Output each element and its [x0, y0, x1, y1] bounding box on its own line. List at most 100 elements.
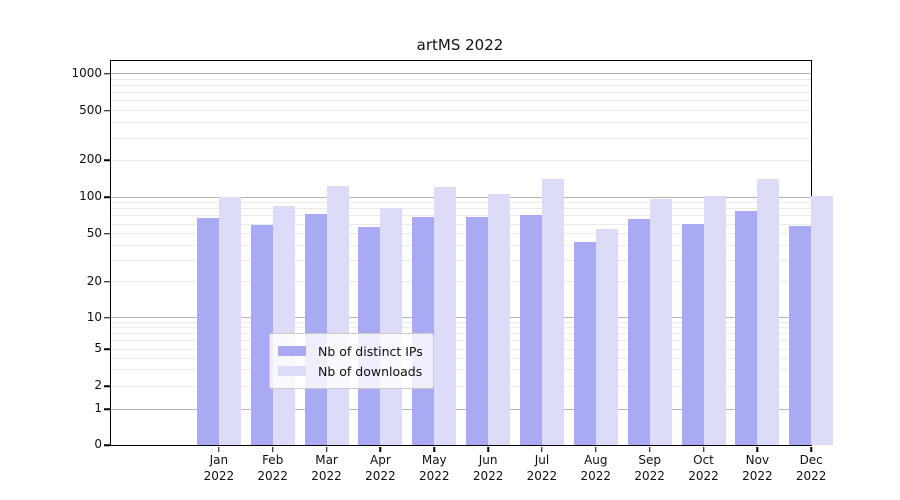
x-tick-label: Jan 2022: [203, 453, 235, 483]
bar-distinct-ips: [573, 241, 596, 445]
gridline-minor: [111, 122, 811, 124]
bar-distinct-ips: [627, 219, 650, 445]
x-tick-label: Jun 2022: [472, 453, 504, 483]
gridline-major: [111, 196, 811, 198]
gridline-minor: [111, 369, 811, 371]
x-tick-label: Dec 2022: [795, 453, 827, 483]
x-tick-mark: [325, 446, 328, 452]
x-tick-mark: [379, 446, 382, 452]
y-tick-label: 100: [79, 189, 102, 203]
y-tick-mark: [103, 444, 110, 446]
x-tick-label: Oct 2022: [688, 453, 719, 483]
x-tick-mark: [487, 446, 489, 452]
gridline-minor: [111, 348, 811, 350]
x-tick-label: May 2022: [418, 453, 450, 483]
x-tick-mark: [541, 446, 543, 452]
x-tick-mark: [756, 446, 759, 452]
bar-downloads: [380, 207, 403, 445]
gridline-minor: [111, 92, 811, 94]
gridline-minor: [111, 333, 811, 335]
y-tick-label: 50: [86, 225, 102, 240]
x-tick-label: Apr 2022: [365, 453, 396, 483]
y-tick-label: 5: [94, 341, 102, 356]
bar-downloads: [649, 199, 672, 445]
y-tick-mark: [103, 316, 110, 319]
gridline-minor: [111, 202, 811, 204]
bar-distinct-ips: [735, 210, 758, 445]
bar-distinct-ips: [519, 215, 542, 445]
y-tick-mark: [103, 159, 110, 161]
gridline-minor: [111, 357, 811, 359]
y-tick-label: 10: [86, 309, 102, 324]
x-tick-mark: [271, 446, 274, 452]
y-tick-label: 500: [79, 102, 102, 117]
legend: Nb of distinct IPs Nb of downloads: [269, 333, 434, 389]
gridline-minor: [111, 322, 811, 323]
gridline-major: [111, 73, 811, 75]
gridline-minor: [111, 215, 811, 217]
y-tick-label: 0: [94, 437, 102, 451]
y-tick-label: 2: [94, 378, 102, 392]
bar-distinct-ips: [304, 214, 327, 445]
bar-distinct-ips: [196, 218, 219, 445]
gridline-minor: [111, 223, 811, 225]
gridline-major: [111, 317, 811, 319]
gridline-minor: [111, 208, 811, 210]
gridline-minor: [111, 260, 811, 261]
gridline-minor: [111, 244, 811, 246]
x-tick-mark: [702, 446, 705, 452]
legend-item-downloads: Nb of downloads: [278, 361, 425, 381]
bar-downloads: [326, 185, 349, 445]
x-tick-mark: [810, 446, 812, 452]
gridline-minor: [111, 85, 811, 87]
legend-swatch-downloads: [278, 366, 306, 376]
gridline-minor: [111, 137, 811, 139]
gridline-minor: [111, 78, 811, 80]
x-tick-label: Jul 2022: [526, 453, 558, 483]
bar-distinct-ips: [412, 217, 435, 445]
x-tick-mark: [595, 446, 597, 452]
gridline-minor: [111, 100, 811, 102]
gridline-minor: [111, 159, 811, 161]
bar-downloads: [541, 179, 564, 445]
y-tick-mark: [103, 196, 110, 198]
y-tick-label: 200: [79, 152, 102, 166]
gridline-minor: [111, 110, 811, 111]
bar-downloads: [703, 195, 726, 445]
y-tick-label: 20: [86, 273, 102, 288]
x-tick-label: Sep 2022: [634, 453, 665, 483]
plot-area: Jan 2022 Feb 2022 Mar 2022 Apr 2022 May 2022 Jun 20…: [103, 60, 834, 483]
bar-downloads: [757, 179, 780, 445]
y-tick-label: 1: [94, 401, 102, 416]
bar-downloads: [811, 196, 834, 445]
bar-downloads: [488, 193, 511, 445]
x-tick-label: Nov 2022: [742, 453, 773, 483]
bar-downloads: [595, 228, 618, 445]
y-tick-label: 1000: [71, 65, 102, 80]
legend-item-distinct-ips: Nb of distinct IPs: [278, 341, 425, 361]
bar-distinct-ips: [681, 224, 704, 445]
y-tick-mark: [103, 232, 110, 235]
y-tick-mark: [103, 109, 110, 112]
x-tick-label: Feb 2022: [257, 453, 288, 483]
x-tick-label: Aug 2022: [580, 453, 612, 483]
legend-label-distinct-ips: Nb of distinct IPs: [318, 343, 423, 359]
x-tick-mark: [433, 446, 435, 452]
chart-title: artMS 2022: [416, 36, 504, 54]
y-tick-mark: [103, 348, 110, 351]
y-tick-mark: [103, 281, 110, 283]
gridline-minor: [111, 340, 811, 342]
x-tick-label: Mar 2022: [311, 453, 342, 483]
gridline-minor: [111, 385, 811, 387]
gridline-minor: [111, 327, 811, 329]
bar-downloads: [434, 186, 457, 445]
y-tick-mark: [103, 72, 110, 75]
bar-distinct-ips: [789, 225, 812, 445]
bar-distinct-ips: [466, 216, 489, 445]
x-tick-mark: [218, 446, 220, 452]
bar-downloads: [272, 205, 295, 445]
x-tick-mark: [648, 446, 651, 452]
legend-swatch-distinct-ips: [278, 346, 306, 356]
bar-downloads: [218, 197, 241, 445]
